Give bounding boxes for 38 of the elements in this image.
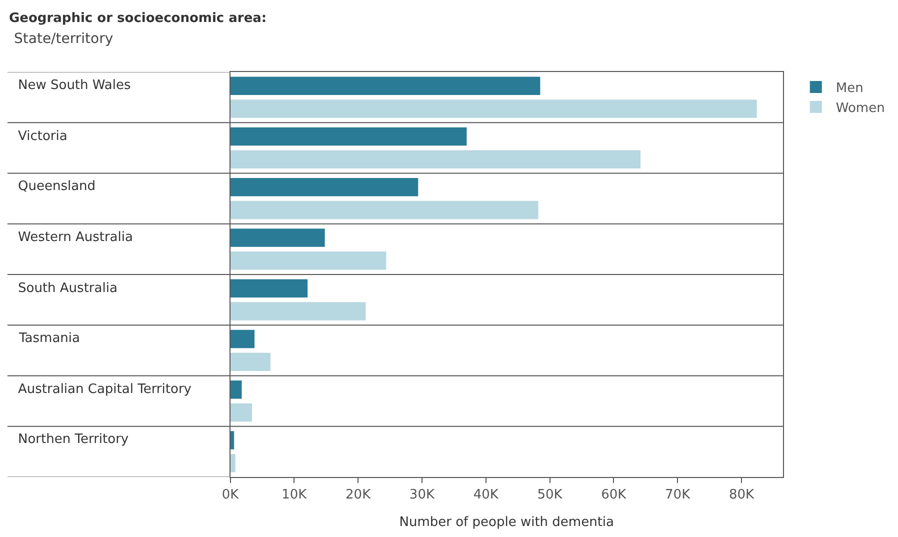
x-tick-label: 40K (473, 488, 499, 503)
bar (230, 200, 538, 220)
x-axis-title: Number of people with dementia (399, 515, 614, 530)
x-tick-label: 20K (346, 488, 372, 503)
bar (230, 251, 386, 270)
y-tick-label: Tasmania (18, 331, 80, 346)
text: State/territory (14, 31, 114, 47)
legend-label: Men (836, 81, 864, 96)
bar (230, 150, 641, 168)
bar (230, 100, 757, 118)
x-tick-label: 0K (222, 488, 240, 503)
legend-label: Women (836, 100, 885, 116)
bar (230, 352, 271, 371)
x-tick-label: 50K (537, 488, 563, 503)
bar (230, 76, 540, 96)
y-tick-label: South Australia (18, 281, 118, 296)
bar (230, 279, 308, 298)
chart-title: Geographic or socioeconomic area: (9, 11, 267, 26)
x-tick-label: 70K (665, 488, 691, 503)
y-tick-label: Victoria (18, 129, 68, 144)
bar (230, 380, 242, 399)
bar (230, 403, 252, 422)
y-tick-label: New South Wales (18, 78, 131, 93)
x-tick-label: 80K (728, 488, 754, 503)
y-tick-label: Western Australia (18, 230, 133, 245)
y-tick-label: Queensland (18, 179, 96, 194)
bar (230, 127, 467, 146)
bar (230, 454, 236, 472)
y-tick-label: Australian Capital Territory (18, 382, 192, 397)
bar (230, 302, 366, 320)
bar (230, 330, 255, 348)
x-tick-label: 30K (409, 488, 435, 503)
bar (230, 178, 418, 196)
bar (230, 228, 325, 247)
x-tick-label: 60K (601, 488, 627, 503)
y-tick-label: Northen Territory (18, 432, 129, 447)
bar (230, 431, 234, 450)
x-tick-label: 10K (282, 488, 308, 503)
